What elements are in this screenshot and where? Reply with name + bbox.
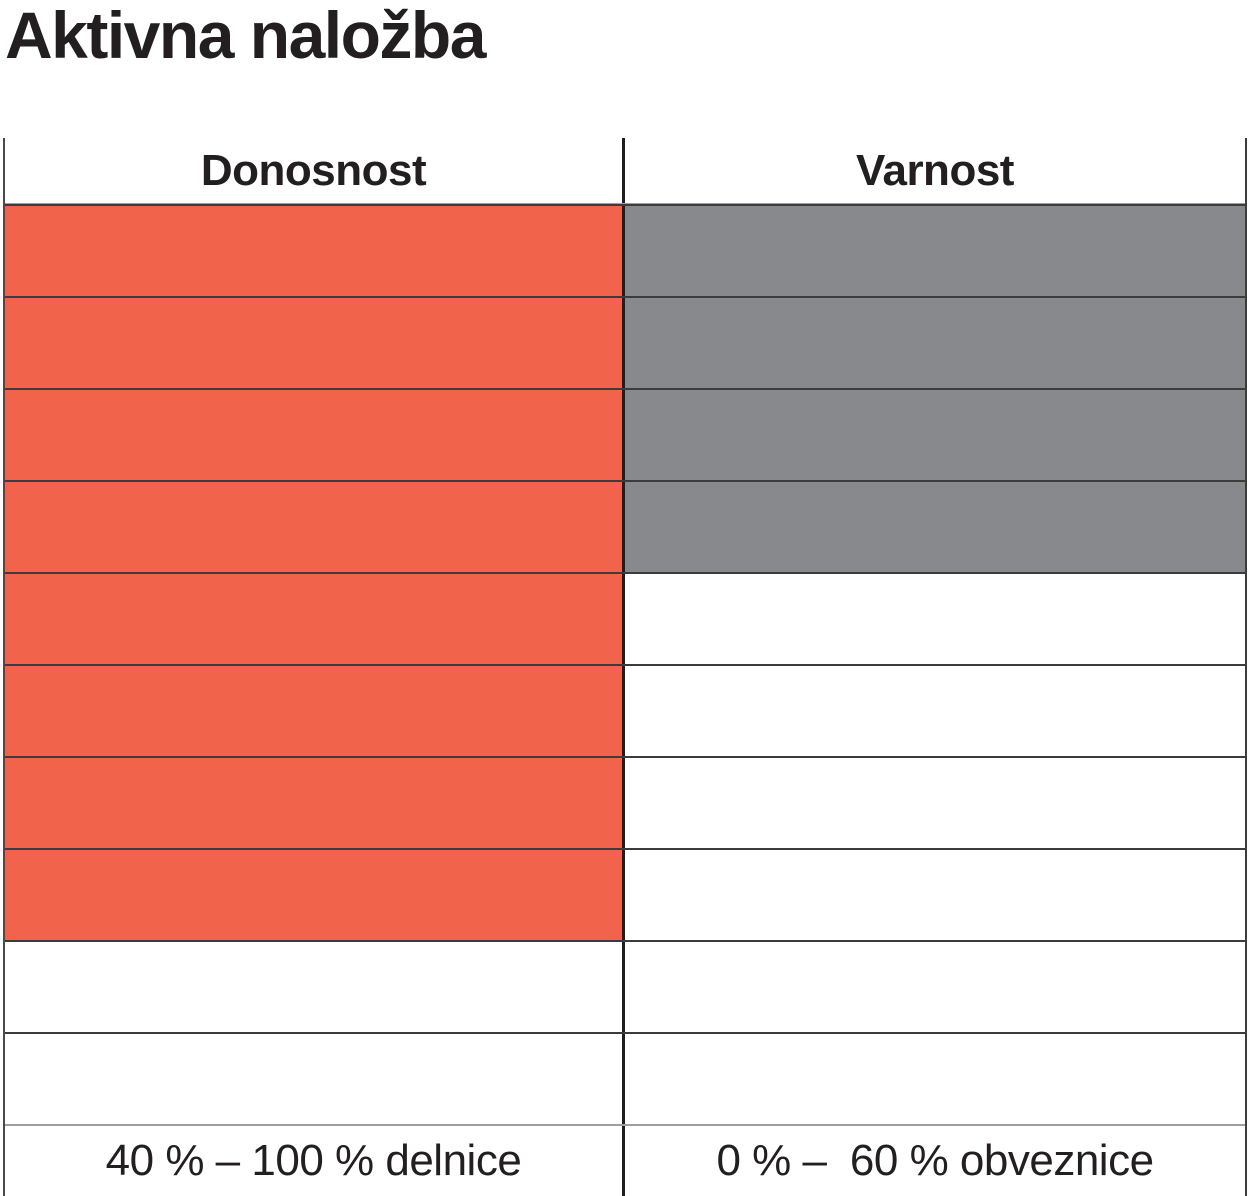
varnost-rating-cell-1 — [625, 206, 1245, 296]
table-row — [5, 1032, 1245, 1124]
column-header-varnost: Varnost — [856, 145, 1014, 195]
varnost-rating-cell-10 — [625, 1034, 1245, 1124]
table-row — [5, 480, 1245, 572]
table-footer-row: 40 % – 100 % delnice 0 % – 60 % obveznic… — [5, 1124, 1245, 1196]
page-title: Aktivna naložba — [5, 0, 486, 72]
donosnost-rating-cell-6 — [5, 666, 625, 756]
donosnost-rating-cell-1 — [5, 206, 625, 296]
table-body — [5, 204, 1245, 1124]
varnost-rating-cell-6 — [625, 666, 1245, 756]
donosnost-rating-cell-2 — [5, 298, 625, 388]
table-row — [5, 388, 1245, 480]
varnost-rating-cell-4 — [625, 482, 1245, 572]
varnost-rating-cell-8 — [625, 850, 1245, 940]
donosnost-rating-cell-5 — [5, 574, 625, 664]
table-row — [5, 848, 1245, 940]
donosnost-rating-cell-4 — [5, 482, 625, 572]
table-row — [5, 664, 1245, 756]
rating-table: Donosnost Varnost 40 % – 100 % delnice 0… — [3, 138, 1247, 1196]
table-row — [5, 572, 1245, 664]
table-row — [5, 204, 1245, 296]
table-header-row: Donosnost Varnost — [5, 138, 1245, 204]
donosnost-rating-cell-9 — [5, 942, 625, 1032]
varnost-rating-cell-2 — [625, 298, 1245, 388]
donosnost-rating-cell-3 — [5, 390, 625, 480]
table-row — [5, 756, 1245, 848]
varnost-rating-cell-7 — [625, 758, 1245, 848]
footer-label-obveznice: 0 % – 60 % obveznice — [716, 1136, 1154, 1185]
varnost-rating-cell-5 — [625, 574, 1245, 664]
footer-label-delnice: 40 % – 100 % delnice — [5, 1126, 625, 1196]
donosnost-rating-cell-8 — [5, 850, 625, 940]
table-row — [5, 296, 1245, 388]
donosnost-rating-cell-10 — [5, 1034, 625, 1124]
table-row — [5, 940, 1245, 1032]
varnost-rating-cell-3 — [625, 390, 1245, 480]
column-header-donosnost: Donosnost — [5, 138, 625, 203]
varnost-rating-cell-9 — [625, 942, 1245, 1032]
donosnost-rating-cell-7 — [5, 758, 625, 848]
